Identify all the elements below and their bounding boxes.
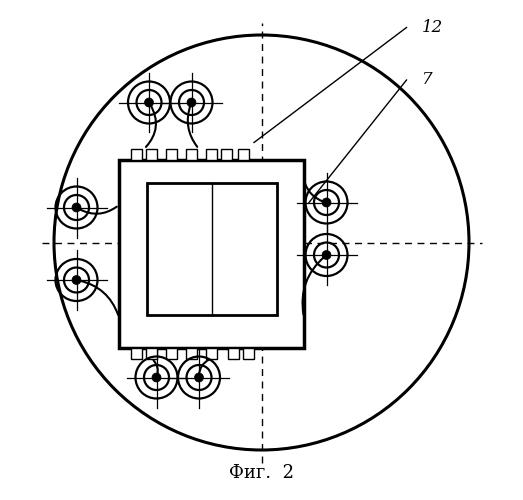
Bar [146, 182, 277, 315]
Bar [243, 348, 254, 358]
Circle shape [72, 203, 81, 212]
Text: 7: 7 [422, 72, 432, 88]
Bar [131, 348, 142, 358]
Bar [206, 149, 217, 160]
Bar [206, 348, 217, 358]
Bar [221, 149, 232, 160]
Bar [186, 348, 197, 358]
Circle shape [322, 250, 331, 260]
Bar [165, 348, 176, 358]
Bar [186, 149, 197, 160]
Circle shape [144, 98, 153, 107]
Circle shape [187, 98, 196, 107]
Circle shape [322, 198, 331, 207]
Bar [145, 149, 156, 160]
Bar [145, 348, 156, 358]
Text: 12: 12 [422, 19, 443, 36]
Bar [165, 149, 176, 160]
Circle shape [195, 373, 203, 382]
Circle shape [152, 373, 161, 382]
Bar [119, 160, 304, 348]
Text: Фиг.  2: Фиг. 2 [229, 464, 294, 481]
Circle shape [72, 276, 81, 284]
Bar [228, 348, 238, 358]
Bar [237, 149, 248, 160]
Bar [131, 149, 142, 160]
